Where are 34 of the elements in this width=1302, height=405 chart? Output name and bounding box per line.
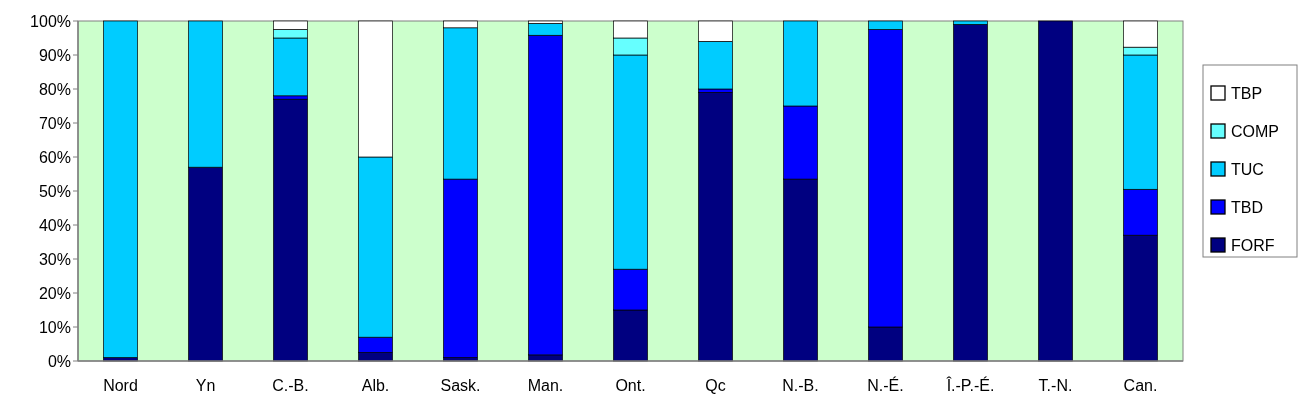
x-tick-label: Nord [103, 377, 138, 394]
legend-label: FORF [1231, 236, 1275, 254]
x-tick-label: Sask. [440, 377, 481, 394]
x-tick-label: T.-N. [1038, 377, 1073, 394]
y-tick-label: 100% [30, 12, 71, 30]
x-tick-label: Alb. [361, 377, 390, 394]
bar [698, 92, 733, 362]
y-tick-label: 60% [38, 148, 71, 166]
bar [103, 20, 138, 358]
x-tick-label: Qc [705, 377, 726, 394]
x-tick-label: Can. [1123, 377, 1158, 394]
bar [953, 24, 988, 362]
y-tick-label: 90% [38, 46, 71, 64]
y-tick-label: 70% [38, 114, 71, 132]
legend-label: COMP [1231, 122, 1279, 140]
bar [1038, 20, 1073, 362]
y-tick-label: 0% [47, 352, 71, 370]
legend-label: TUC [1231, 160, 1264, 178]
y-tick-label: 30% [38, 250, 71, 268]
y-tick-label: 80% [38, 80, 71, 98]
legend-label: TBD [1231, 198, 1263, 216]
x-tick-label: Î.-P.-É. [945, 376, 995, 394]
legend-label: TBP [1231, 84, 1263, 102]
x-tick-label: Yn [195, 377, 216, 394]
x-tick-label: N.-É. [867, 376, 904, 394]
x-tick-label: N.-B. [782, 377, 819, 394]
x-tick-label: C.-B. [272, 377, 309, 394]
x-tick-label: Ont. [615, 377, 646, 394]
y-tick-label: 50% [38, 182, 71, 200]
bar [273, 98, 308, 362]
y-tick-label: 40% [38, 216, 71, 234]
x-tick-label: Man. [527, 377, 564, 394]
y-tick-label: 20% [38, 284, 71, 302]
y-tick-label: 10% [38, 318, 71, 336]
